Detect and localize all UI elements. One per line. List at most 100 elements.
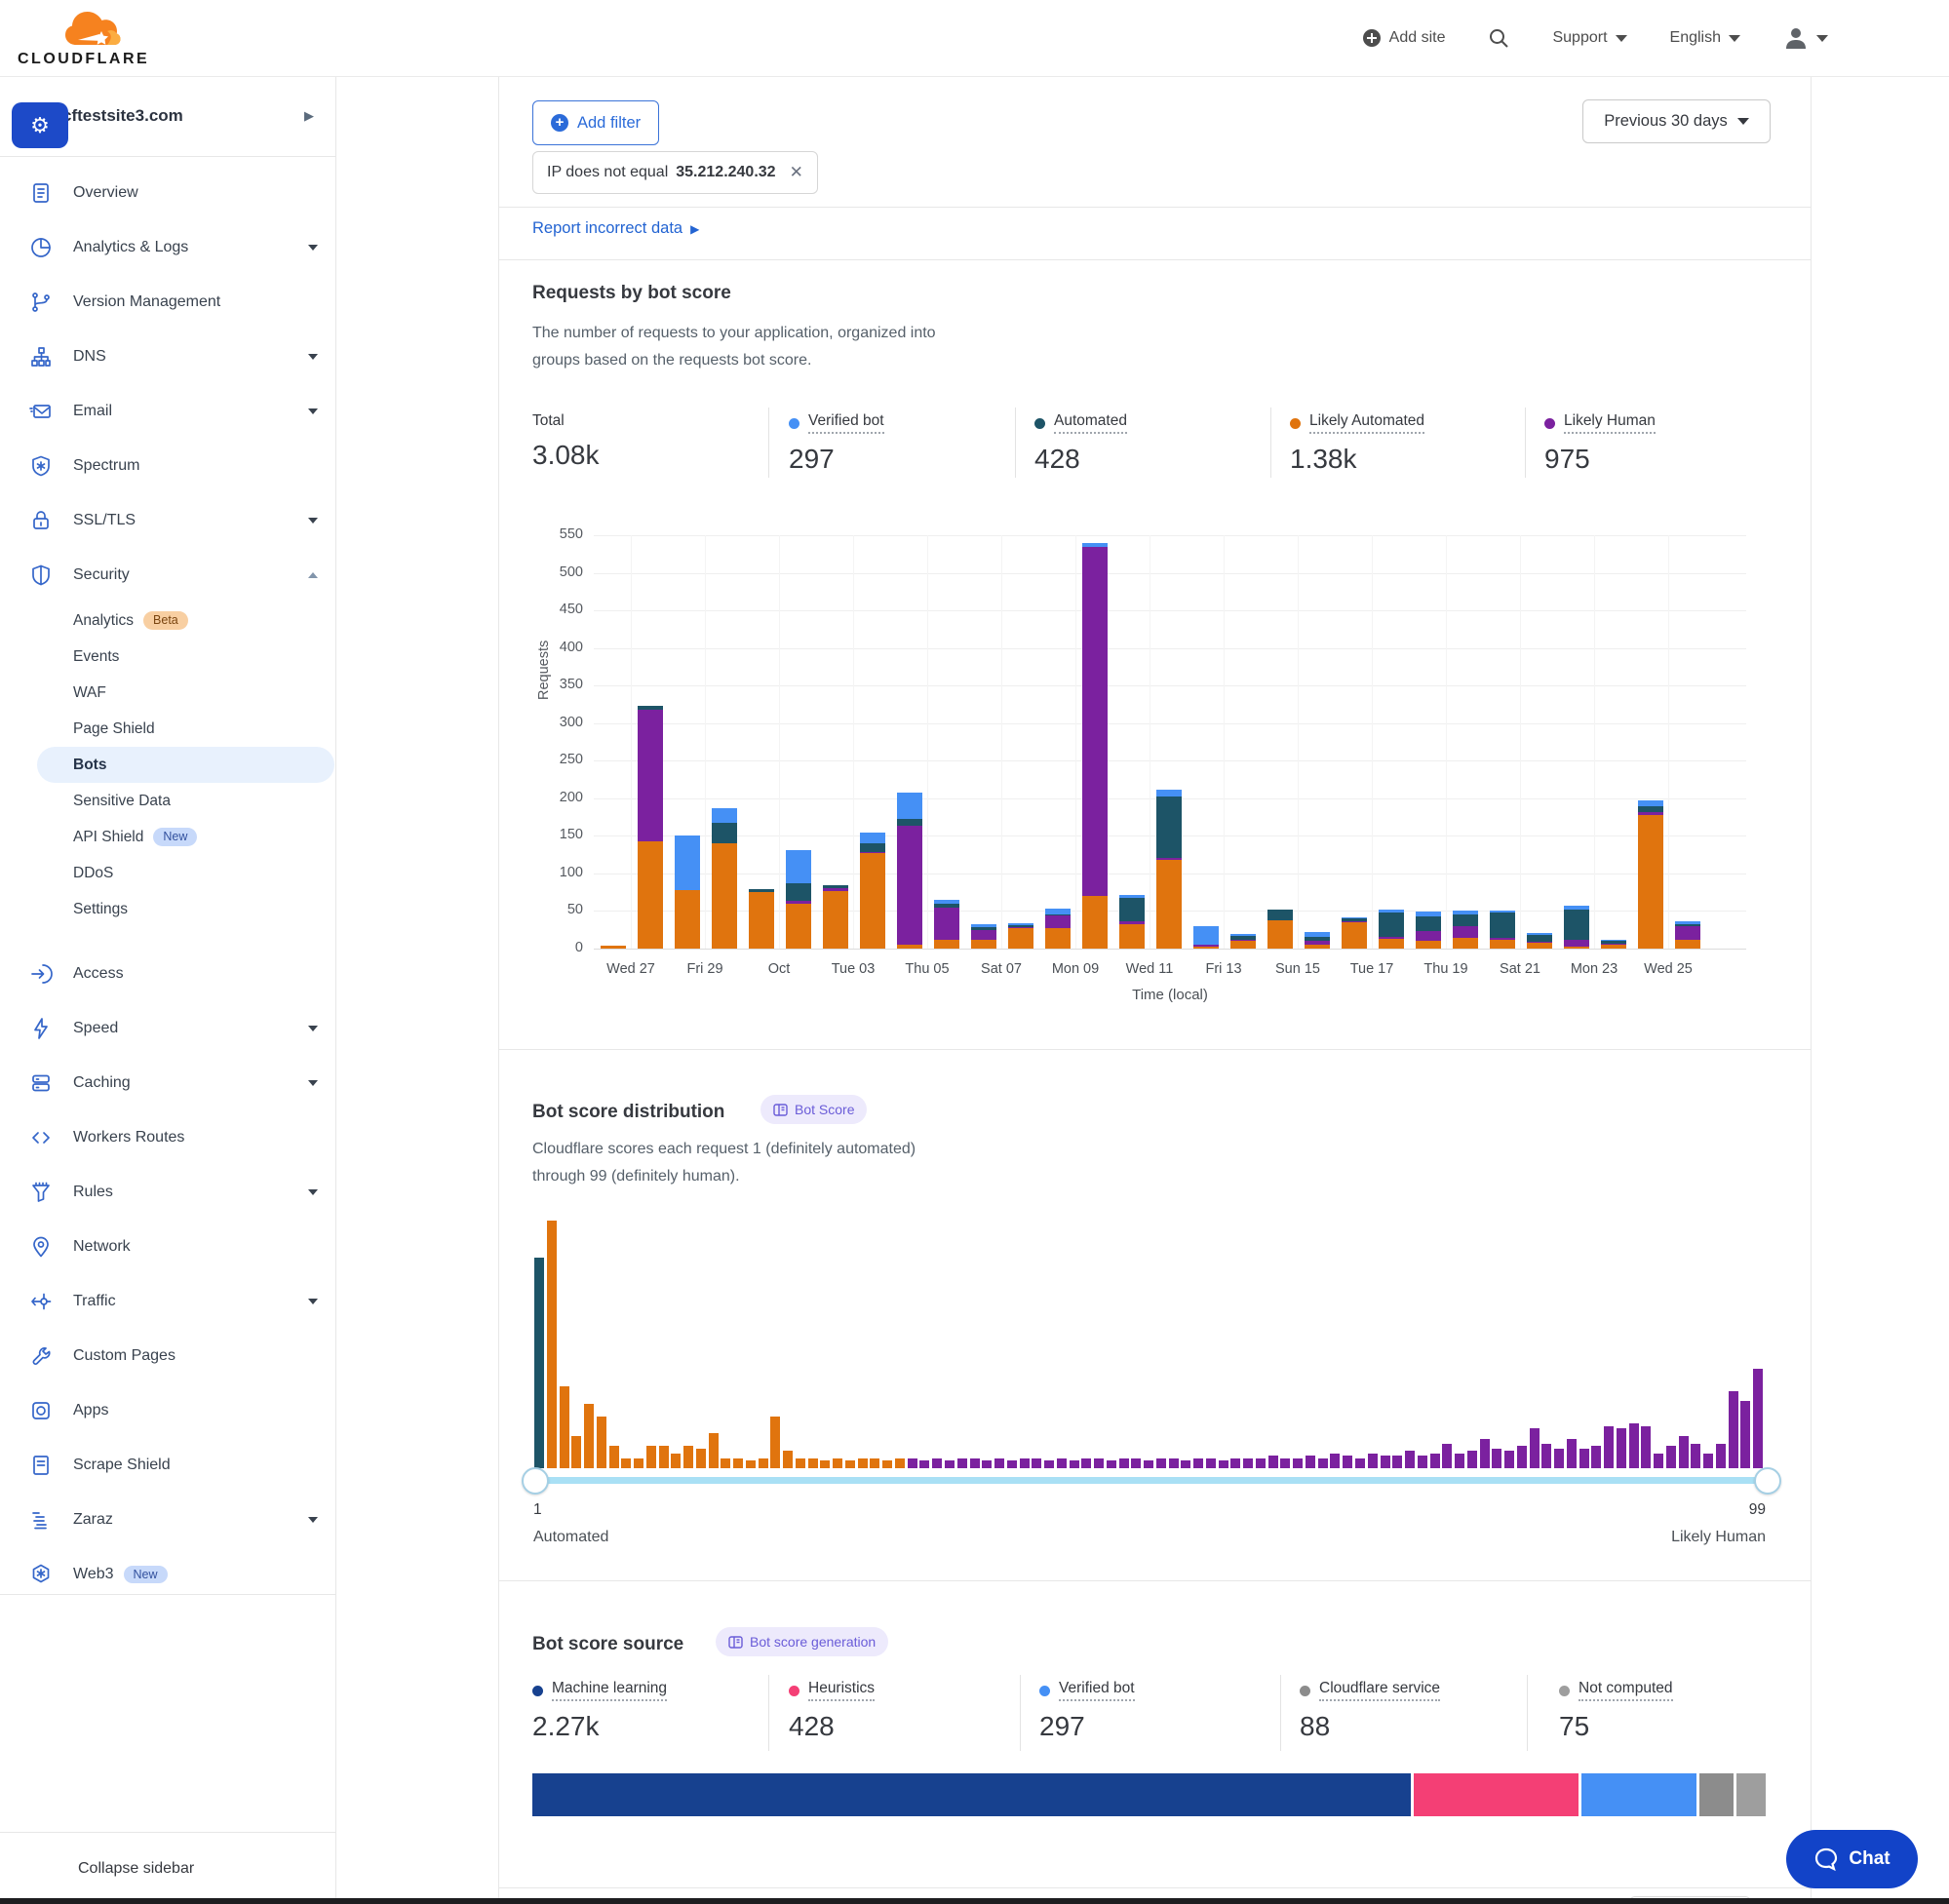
segment-automated (1453, 913, 1478, 926)
stat-label[interactable]: Automated (1054, 412, 1127, 434)
sidebar-item-sensitive-data[interactable]: Sensitive Data (73, 792, 171, 809)
sidebar-item-scrape-shield[interactable]: Scrape Shield (0, 1438, 335, 1493)
stat-value: 88 (1300, 1711, 1331, 1741)
segment-likely-human (1527, 942, 1552, 943)
chat-button[interactable]: Chat (1786, 1830, 1918, 1888)
score-bar-97 (1728, 1391, 1738, 1468)
x-tick-label: Mon 23 (1570, 961, 1618, 977)
segment-likely-human (1490, 938, 1515, 940)
score-bar-85 (1579, 1448, 1589, 1468)
cloudflare-logo[interactable]: CLOUDFLARE (18, 6, 164, 70)
stat-label[interactable]: Likely Human (1564, 412, 1656, 434)
sidebar-item-custom-pages[interactable]: Custom Pages (0, 1329, 335, 1383)
x-tick-label: Sat 21 (1500, 961, 1540, 977)
stacked-bar-day-17 (1193, 925, 1219, 949)
sidebar-item-events[interactable]: Events (73, 647, 120, 665)
source-stacked-bar (532, 1773, 1766, 1816)
stat-label[interactable]: Not computed (1579, 1680, 1673, 1701)
site-name[interactable]: cftestsite3.com (62, 106, 183, 125)
sidebar-item-web3[interactable]: Web3 New (0, 1547, 335, 1602)
segment-likely-human (1601, 944, 1626, 946)
support-menu[interactable]: Support (1552, 29, 1627, 47)
plus-circle-icon (1362, 29, 1381, 47)
stat-label[interactable]: Verified bot (1059, 1680, 1135, 1701)
sidebar-item-speed[interactable]: Speed (0, 1001, 335, 1056)
sidebar-item-ssl-tls[interactable]: SSL/TLS (0, 493, 335, 548)
sidebar-item-rules[interactable]: Rules (0, 1165, 335, 1220)
filter-chip[interactable]: IP does not equal 35.212.240.32 ✕ (532, 151, 818, 194)
slider-max-value: 99 (1748, 1501, 1766, 1518)
chevron-down-icon (1729, 34, 1740, 42)
add-site-button[interactable]: Add site (1362, 28, 1445, 48)
x-tick-label: Fri 29 (686, 961, 723, 977)
score-bar-75 (1455, 1453, 1465, 1468)
segment-automated (1490, 913, 1515, 939)
sidebar-item-security[interactable]: Security (0, 548, 335, 602)
segment-automated (1379, 913, 1404, 938)
sidebar-item-analytics-logs[interactable]: Analytics & Logs (0, 220, 335, 275)
chevron-down-icon (1736, 118, 1749, 125)
stat-label[interactable]: Heuristics (808, 1680, 876, 1701)
site-switcher-caret-icon[interactable]: ▶ (304, 108, 314, 123)
score-bar-39 (1006, 1460, 1017, 1468)
segment-likely-human (1379, 937, 1404, 939)
sidebar-item-page-shield[interactable]: Page Shield (73, 719, 155, 737)
sidebar-item-analytics[interactable]: Analytics Beta (0, 602, 335, 639)
segment-automated (1601, 941, 1626, 945)
sidebar-item-ddos[interactable]: DDoS (73, 864, 114, 881)
segment-automated (749, 889, 774, 893)
bot-score-badge[interactable]: Bot Score (760, 1095, 868, 1124)
stat-label[interactable]: Likely Automated (1309, 412, 1425, 434)
segment-likely-automated (1008, 928, 1033, 949)
sidebar-item-settings[interactable]: Settings (73, 900, 129, 917)
chevron-down-icon (308, 1026, 318, 1031)
score-range-slider-track[interactable] (533, 1477, 1766, 1484)
score-bar-30 (894, 1457, 905, 1468)
segment-verified-bot (675, 835, 700, 890)
add-filter-button[interactable]: + Add filter (532, 100, 660, 145)
score-bar-33 (932, 1457, 943, 1468)
main-content: + Add filter IP does not equal 35.212.24… (498, 76, 1812, 1904)
stat-label[interactable]: Cloudflare service (1319, 1680, 1441, 1701)
sidebar-item-dns[interactable]: DNS (0, 330, 335, 384)
score-bar-79 (1504, 1451, 1515, 1468)
language-menu[interactable]: English (1670, 29, 1740, 47)
sidebar-item-spectrum[interactable]: Spectrum (0, 439, 335, 493)
sidebar-item-overview[interactable]: Overview (0, 166, 335, 220)
slider-handle-min[interactable] (522, 1467, 549, 1495)
sidebar-item-access[interactable]: Access (0, 947, 335, 1001)
sidebar-item-api-shield[interactable]: API Shield New (0, 819, 335, 855)
sidebar-item-network[interactable]: Network (0, 1220, 335, 1274)
sidebar-item-version-management[interactable]: Version Management (0, 275, 335, 330)
score-bar-12 (671, 1453, 682, 1468)
separator (499, 1049, 1811, 1050)
sidebar-item-email[interactable]: Email (0, 384, 335, 439)
search-button[interactable] (1488, 27, 1509, 49)
segment-verified-bot (1008, 922, 1033, 926)
date-range-select[interactable]: Previous 30 days (1582, 99, 1771, 143)
traffic-icon (29, 1290, 53, 1313)
sidebar-item-waf[interactable]: WAF (73, 683, 106, 701)
sidebar-item-traffic[interactable]: Traffic (0, 1274, 335, 1329)
slider-handle-max[interactable] (1754, 1467, 1781, 1495)
stat-label[interactable]: Verified bot (808, 412, 884, 434)
score-bar-43 (1056, 1457, 1067, 1468)
sidebar-item-bots[interactable]: Bots (37, 747, 334, 783)
gear-icon: ⚙ (30, 112, 50, 137)
score-bar-50 (1144, 1460, 1154, 1468)
stat-label[interactable]: Machine learning (552, 1680, 668, 1701)
bot-score-generation-badge[interactable]: Bot score generation (716, 1627, 889, 1656)
sidebar-item-apps[interactable]: Apps (0, 1383, 335, 1438)
sidebar-item-workers-routes[interactable]: Workers Routes (0, 1110, 335, 1165)
segment-verified-bot (1082, 542, 1108, 547)
collapse-sidebar-row[interactable]: Collapse sidebar (0, 1832, 335, 1904)
remove-filter-icon[interactable]: ✕ (789, 163, 803, 181)
sidebar-item-caching[interactable]: Caching (0, 1056, 335, 1110)
account-menu[interactable] (1783, 25, 1828, 51)
report-incorrect-data-link[interactable]: Report incorrect data ▶ (532, 219, 700, 237)
segment-verified-bot (1527, 932, 1552, 936)
settings-gear-button[interactable]: ⚙ (12, 102, 68, 148)
collapse-sidebar-label[interactable]: Collapse sidebar (78, 1860, 195, 1877)
sidebar-item-zaraz[interactable]: Zaraz (0, 1493, 335, 1547)
